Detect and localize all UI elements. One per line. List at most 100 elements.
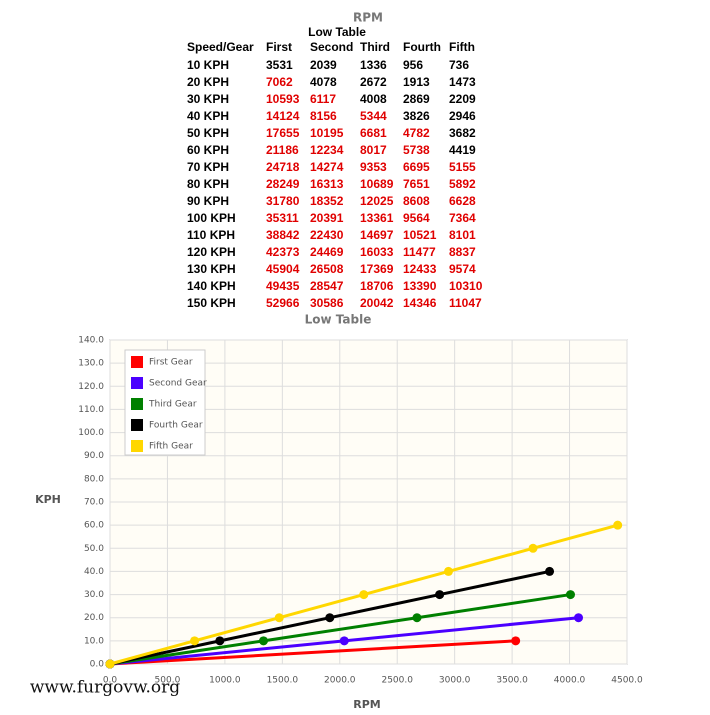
rpm-cell: 26508 xyxy=(310,262,344,276)
rpm-cell: 9564 xyxy=(403,211,430,225)
rpm-cell: 4008 xyxy=(360,92,387,106)
rpm-cell: 1336 xyxy=(360,58,387,72)
rpm-cell: 14697 xyxy=(360,228,394,242)
data-point xyxy=(511,636,521,646)
rpm-cell: 38842 xyxy=(266,228,300,242)
row-label: 150 KPH xyxy=(187,296,236,310)
watermark: www.furgovw.org xyxy=(30,678,180,698)
rpm-cell: 20391 xyxy=(310,211,344,225)
row-label: 120 KPH xyxy=(187,245,236,259)
rpm-cell: 6117 xyxy=(310,92,336,106)
rpm-cell: 52966 xyxy=(266,296,300,310)
row-label: 20 KPH xyxy=(187,75,229,89)
data-point xyxy=(528,543,538,553)
rpm-cell: 6628 xyxy=(449,194,476,208)
rpm-cell: 14274 xyxy=(310,160,344,174)
row-label: 90 KPH xyxy=(187,194,229,208)
rpm-cell: 16033 xyxy=(360,245,394,259)
rpm-cell: 5738 xyxy=(403,143,430,157)
rpm-cell: 6695 xyxy=(403,160,430,174)
rpm-cell: 28249 xyxy=(266,177,300,191)
y-tick-label: 50.0 xyxy=(84,544,104,554)
rpm-cell: 17369 xyxy=(360,262,394,276)
data-point xyxy=(574,613,584,623)
y-tick-label: 70.0 xyxy=(84,498,104,508)
rpm-cell: 14124 xyxy=(266,109,300,123)
rpm-cell: 7651 xyxy=(403,177,430,191)
rpm-cell: 22430 xyxy=(310,228,344,242)
rpm-cell: 10689 xyxy=(360,177,394,191)
column-header: Second xyxy=(310,40,353,54)
y-tick-label: 10.0 xyxy=(84,636,104,646)
rpm-cell: 2672 xyxy=(360,75,387,89)
data-point xyxy=(325,613,335,623)
rpm-cell: 31780 xyxy=(266,194,300,208)
rpm-cell: 4419 xyxy=(449,143,476,157)
rpm-cell: 13390 xyxy=(403,279,437,293)
row-label: 130 KPH xyxy=(187,262,236,276)
rpm-cell: 3826 xyxy=(403,109,430,123)
data-point xyxy=(274,613,284,623)
legend-swatch xyxy=(131,377,143,389)
row-label: 140 KPH xyxy=(187,279,236,293)
rpm-cell: 8101 xyxy=(449,228,476,242)
data-point xyxy=(258,636,268,646)
rpm-cell: 1473 xyxy=(449,75,476,89)
rpm-cell: 8156 xyxy=(310,109,337,123)
rpm-cell: 6681 xyxy=(360,126,387,140)
table-title: Low Table xyxy=(308,25,366,39)
row-label: 80 KPH xyxy=(187,177,229,191)
y-tick-label: 0.0 xyxy=(90,660,105,670)
rpm-cell: 1913 xyxy=(403,75,430,89)
y-tick-label: 40.0 xyxy=(84,567,104,577)
data-point xyxy=(443,566,453,576)
row-label: 60 KPH xyxy=(187,143,229,157)
x-tick-label: 2000.0 xyxy=(324,676,356,686)
rpm-cell: 2869 xyxy=(403,92,430,106)
rpm-cell: 9353 xyxy=(360,160,387,174)
table: Speed/Gear First Second Third Fourth Fifth 10 … xyxy=(187,40,483,310)
column-header: Fifth xyxy=(449,40,475,54)
row-label: 10 KPH xyxy=(187,58,229,72)
rpm-cell: 28547 xyxy=(310,279,344,293)
legend-swatch xyxy=(131,440,143,452)
rpm-cell: 956 xyxy=(403,58,423,72)
y-tick-label: 130.0 xyxy=(78,359,104,369)
rpm-cell: 49435 xyxy=(266,279,300,293)
column-header: Speed/Gear xyxy=(187,40,254,54)
rpm-cell: 16313 xyxy=(310,177,344,191)
rpm-cell: 3531 xyxy=(266,58,293,72)
legend-label: Third Gear xyxy=(148,400,197,410)
rpm-cell: 45904 xyxy=(266,262,300,276)
row-label: 50 KPH xyxy=(187,126,229,140)
data-point xyxy=(435,590,445,600)
rpm-cell: 4782 xyxy=(403,126,430,140)
x-tick-label: 500.0 xyxy=(155,676,181,686)
rpm-cell: 18706 xyxy=(360,279,394,293)
rpm-cell: 5155 xyxy=(449,160,476,174)
rpm-cell: 20042 xyxy=(360,296,394,310)
legend-swatch xyxy=(131,419,143,431)
rpm-cell: 35311 xyxy=(266,211,299,225)
x-tick-label: 4500.0 xyxy=(611,676,643,686)
legend-items: First Gear Second Gear Third Gear Fourth Ge… xyxy=(131,356,207,452)
row-label: 70 KPH xyxy=(187,160,229,174)
data-point xyxy=(359,590,369,600)
y-tick-label: 60.0 xyxy=(84,521,104,531)
y-tick-label: 100.0 xyxy=(78,428,104,438)
data-point xyxy=(339,636,349,646)
y-tick-label: 140.0 xyxy=(78,336,104,346)
chart-title: Low Table xyxy=(305,313,372,327)
data-point xyxy=(215,636,225,646)
rpm-cell: 12025 xyxy=(360,194,394,208)
legend-label: Fifth Gear xyxy=(149,442,193,452)
column-header: First xyxy=(266,40,292,54)
rpm-cell: 736 xyxy=(449,58,469,72)
series-line xyxy=(109,639,516,666)
row-label: 40 KPH xyxy=(187,109,229,123)
rpm-cell: 9574 xyxy=(449,262,476,276)
x-tick-label: 3500.0 xyxy=(496,676,528,686)
rpm-cell: 5892 xyxy=(449,177,476,191)
axis-heading: RPM xyxy=(353,11,383,25)
